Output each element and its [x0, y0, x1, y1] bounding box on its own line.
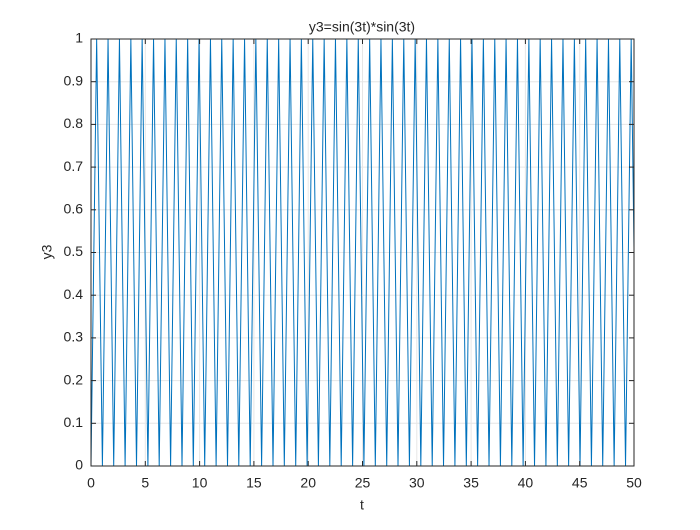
x-tick-label: 35 [463, 475, 479, 491]
y-tick-label: 0.1 [64, 414, 84, 430]
x-tick-label: 30 [409, 475, 425, 491]
x-tick-label: 50 [626, 475, 642, 491]
x-tick-label: 5 [141, 475, 149, 491]
y-tick-label: 0.7 [64, 158, 84, 174]
y-tick-label: 0.6 [64, 201, 84, 217]
x-tick-label: 10 [192, 475, 208, 491]
x-tick-label: 20 [300, 475, 316, 491]
y-tick-label: 0.5 [64, 243, 84, 259]
y-tick-label: 0.3 [64, 329, 84, 345]
x-tick-label: 15 [246, 475, 262, 491]
y-tick-label: 0.8 [64, 115, 84, 131]
y-axis-label: y3 [39, 244, 55, 259]
y-tick-label: 0 [75, 457, 83, 473]
y-tick-label: 0.4 [64, 286, 84, 302]
x-tick-label: 45 [572, 475, 588, 491]
x-tick-label: 40 [518, 475, 534, 491]
y-tick-label: 1 [75, 30, 83, 46]
chart-title: y3=sin(3t)*sin(3t) [309, 19, 415, 35]
x-axis-label: t [360, 497, 364, 513]
y-tick-label: 0.2 [64, 371, 84, 387]
x-tick-label: 0 [87, 475, 95, 491]
y-tick-label: 0.9 [64, 72, 84, 88]
x-tick-label: 25 [355, 475, 371, 491]
